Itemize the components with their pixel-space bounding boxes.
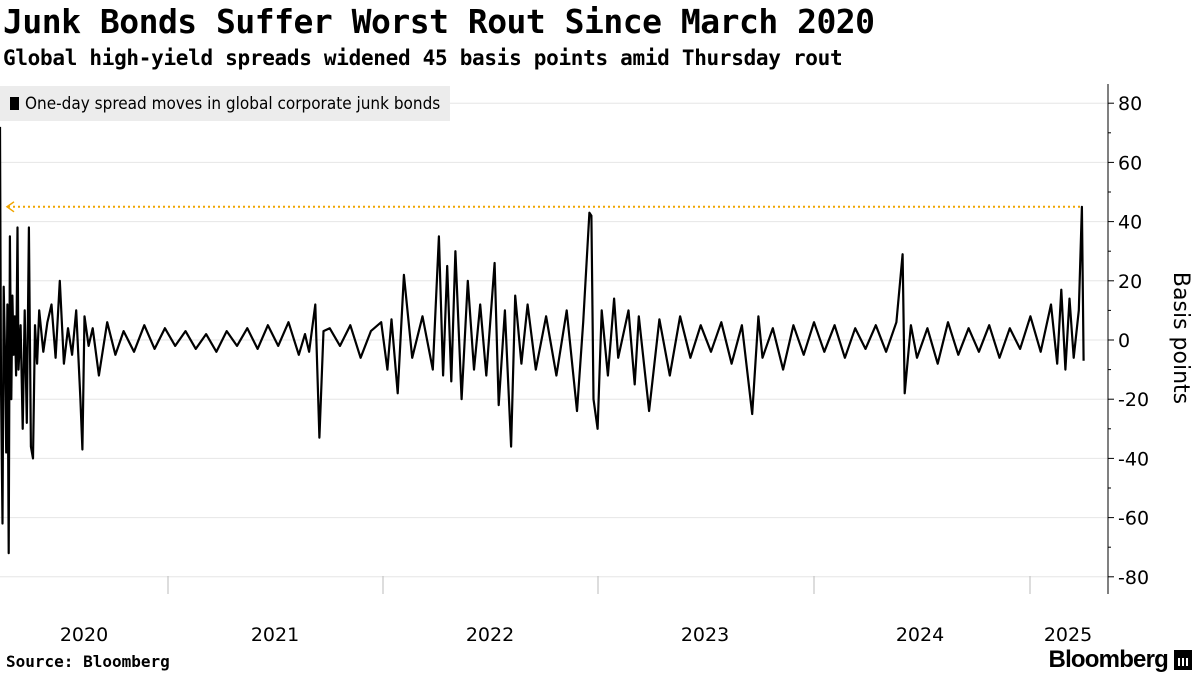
chart-title: Junk Bonds Suffer Worst Rout Since March… — [3, 2, 875, 41]
legend-swatch — [10, 97, 19, 110]
x-axis-ticks: 2020 2021 2022 2023 2024 2025 — [60, 576, 1092, 646]
y-tick-label: 0 — [1118, 330, 1130, 352]
series-line-one-day-spread-moves — [0, 126, 1085, 555]
reference-line-arrow — [5, 201, 15, 213]
bloomberg-logo-icon — [1174, 650, 1192, 670]
x-tick-label: 2022 — [466, 624, 514, 646]
y-tick-label: -20 — [1118, 389, 1149, 411]
x-tick-label: 2021 — [251, 624, 299, 646]
y-tick-label: -60 — [1118, 508, 1149, 530]
y-axis-title: Basis points — [1168, 272, 1193, 404]
x-tick-label: 2024 — [896, 624, 944, 646]
y-tick-label: 80 — [1118, 93, 1142, 115]
legend-label: One-day spread moves in global corporate… — [25, 93, 441, 114]
source-note: Source: Bloomberg — [6, 652, 170, 671]
y-tick-label: 60 — [1118, 152, 1142, 174]
bloomberg-logo: Bloomberg — [1049, 646, 1192, 674]
y-tick-label: -40 — [1118, 448, 1149, 470]
y-tick-label: 20 — [1118, 271, 1142, 293]
y-tick-label: 40 — [1118, 212, 1142, 234]
grid-lines — [0, 102, 1108, 578]
x-tick-label: 2025 — [1044, 624, 1092, 646]
legend: One-day spread moves in global corporate… — [0, 86, 451, 121]
y-axis-tick-labels: 80 60 40 20 0 -20 -40 -60 -80 — [1108, 93, 1149, 589]
y-tick-label: -80 — [1118, 567, 1149, 589]
brand-wordmark: Bloomberg — [1048, 646, 1169, 673]
x-tick-label: 2020 — [60, 624, 108, 646]
chart-subtitle: Global high-yield spreads widened 45 bas… — [3, 46, 843, 70]
x-tick-label: 2023 — [681, 624, 729, 646]
